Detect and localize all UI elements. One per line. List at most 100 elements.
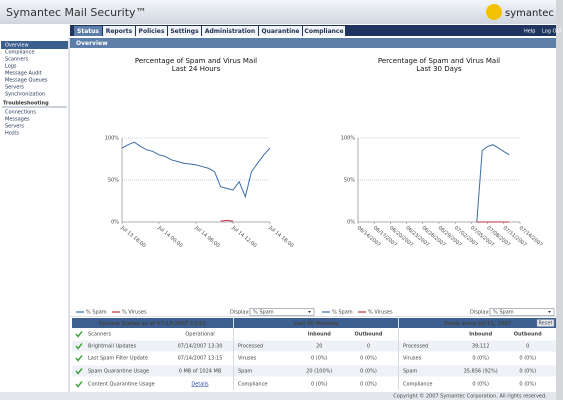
row-value: 0 (0%) [311,382,328,388]
x-tick-label: Jul 14 12:00 [230,224,258,249]
status-check [75,381,83,388]
top-link[interactable]: Help [524,29,535,35]
tab[interactable] [168,26,201,36]
legend-label: % Spam [86,310,107,316]
status-value: Operational [185,332,214,338]
sidebar-item[interactable]: Compliance [5,50,34,56]
y-tick-label: 50% [108,178,119,184]
y-tick-label: 100% [105,136,120,142]
tab-label[interactable]: Settings [170,28,199,35]
row-bg [399,340,556,352]
sidebar-item[interactable]: Servers [5,124,24,130]
row-value: 20 [316,344,322,350]
legend-label: % Viruses [122,310,147,316]
product-title: Symantec Mail Security™ [6,6,147,19]
row-value: 0 (0%) [360,382,377,388]
display-value[interactable]: % Spam [493,310,514,316]
series-line [121,141,271,199]
status-name: Scanners [88,332,111,338]
row-label: Compliance [238,382,267,388]
sidebar-item[interactable]: Overview [5,43,29,49]
sidebar-selected [1,41,68,49]
sidebar [0,38,69,392]
series-line [220,219,234,222]
row-value: 39,112 [472,344,490,350]
y-tick-label: 0% [111,220,119,226]
status-value: 0 MB of 1024 MB [179,369,222,375]
sidebar-item[interactable]: Hosts [5,131,19,137]
legend-label: % Viruses [368,310,393,316]
select-arrow [548,311,551,313]
sidebar-item[interactable]: Messages [5,117,30,123]
panel-header [399,318,556,328]
tab[interactable] [136,26,167,36]
tab-label[interactable]: Reports [106,28,133,35]
sidebar-item[interactable]: Message Queues [5,78,48,84]
tab-label[interactable]: Policies [139,28,165,35]
tab-label[interactable]: Quarantine [262,28,300,35]
select-arrow [308,311,311,313]
header-bar [0,0,563,24]
logo-text: symantec [505,8,554,19]
sidebar-item[interactable]: Synchronization [5,92,45,98]
row-bg [234,365,398,377]
row-value: 0 (0%) [360,356,377,362]
row-value: 0 (0%) [519,382,536,388]
y-tick-label: 100% [341,136,356,142]
status-name: Brightmail Updates [88,344,137,350]
top-link[interactable]: Log Out [542,29,562,35]
tab[interactable] [259,26,302,36]
status-name: Spam Quarantine Usage [88,369,149,375]
reset-button[interactable] [536,319,555,327]
logo-mark [486,4,502,20]
tab[interactable] [74,26,102,36]
row-label: Compliance [403,382,432,388]
status-value[interactable]: Details [191,382,209,388]
column-header: Outbound [355,332,383,338]
column-header: Inbound [308,332,332,338]
sidebar-item[interactable]: Scanners [5,57,28,63]
panel-title: Last 60 Minutes [294,321,339,327]
sidebar-item[interactable]: Connections [5,110,36,116]
display-select[interactable] [249,308,315,316]
tab-label[interactable]: Compliance [304,28,343,35]
sidebar-section: Troubleshooting [3,101,49,107]
section-title: Overview [76,40,108,47]
row-value: 0 (0%) [472,356,489,362]
display-value[interactable]: % Spam [253,310,274,316]
tab-label[interactable]: Status [77,28,99,35]
sidebar-item[interactable]: Message Audit [5,71,42,77]
footer-text: Copyright © 2007 Symantec Corporation. A… [393,393,547,400]
column-header: Inbound [469,332,493,338]
tab[interactable] [303,26,345,36]
series-line [476,144,510,223]
status-check [75,368,83,375]
sidebar-item[interactable]: Servers [5,85,24,91]
reset-label[interactable]: Reset [539,321,553,327]
status-check [75,355,83,362]
sidebar-item[interactable]: Logs [5,64,17,70]
row-value: 20 (100%) [306,369,332,375]
row-value: 0 (0%) [519,356,536,362]
tab-label[interactable]: Administration [205,28,255,35]
row-label: Viruses [238,356,257,362]
row-value: 35,856 (92%) [464,369,498,375]
chart-title: Percentage of Spam and Virus Mail [378,57,500,65]
tab[interactable] [202,26,258,36]
row-label: Processed [403,344,428,350]
row-label: Processed [238,344,263,350]
chart-title: Percentage of Spam and Virus Mail [135,57,257,65]
y-tick-label: 0% [347,220,355,226]
status-check [75,331,83,338]
x-tick-label: Jul 14 18:00 [267,224,295,249]
y-tick-label: 50% [344,178,355,184]
x-tick-label: Jul 13 18:00 [119,224,147,249]
display-select[interactable] [489,308,555,316]
row-value: 0 (0%) [519,369,536,375]
row-bg [72,340,233,352]
tab[interactable] [103,26,135,36]
row-value: 0 (0%) [311,356,328,362]
display-label: Display: [230,310,250,316]
row-value: 0 (0%) [360,369,377,375]
x-tick-label: Jul 14 00:00 [156,224,184,249]
